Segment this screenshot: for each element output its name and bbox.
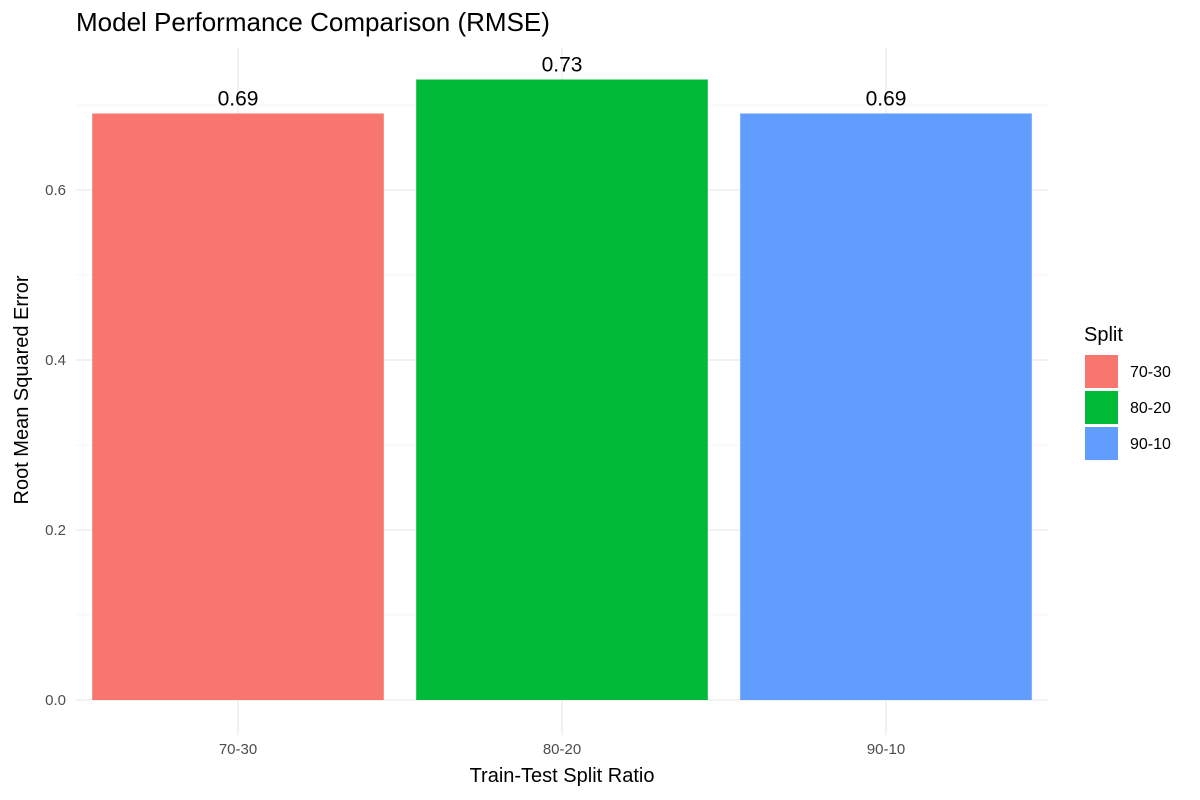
x-axis-title: Train-Test Split Ratio [470, 765, 655, 787]
y-tick-label: 0.2 [45, 522, 66, 539]
y-tick-label: 0.0 [45, 692, 66, 709]
legend-key-70-30 [1085, 355, 1118, 388]
data-label-90-10: 0.69 [866, 88, 907, 111]
data-label-70-30: 0.69 [218, 88, 259, 111]
data-labels-layer: 0.69 0.73 0.69 [218, 54, 907, 111]
legend-items: 70-30 80-20 90-10 [1085, 355, 1171, 460]
x-tick-label: 80-20 [543, 741, 581, 758]
bars-layer [92, 79, 1032, 700]
legend-label-70-30: 70-30 [1130, 364, 1171, 381]
bar-80-20 [416, 79, 708, 700]
y-tick-label: 0.4 [45, 352, 66, 369]
x-ticks-layer: 70-30 80-20 90-10 [219, 741, 905, 758]
x-tick-label: 90-10 [867, 741, 905, 758]
legend-label-80-20: 80-20 [1130, 400, 1171, 417]
legend-key-80-20 [1085, 391, 1118, 424]
chart-title: Model Performance Comparison (RMSE) [76, 7, 550, 37]
y-axis-title: Root Mean Squared Error [11, 275, 33, 504]
y-ticks-layer: 0.0 0.2 0.4 0.6 [45, 182, 66, 709]
legend-key-90-10 [1085, 427, 1118, 460]
bar-90-10 [740, 113, 1032, 700]
data-label-80-20: 0.73 [542, 54, 583, 77]
x-tick-label: 70-30 [219, 741, 257, 758]
bar-70-30 [92, 113, 384, 700]
y-tick-label: 0.6 [45, 182, 66, 199]
legend: Split 70-30 80-20 90-10 [1084, 324, 1171, 460]
legend-label-90-10: 90-10 [1130, 436, 1171, 453]
legend-title: Split [1084, 324, 1123, 346]
